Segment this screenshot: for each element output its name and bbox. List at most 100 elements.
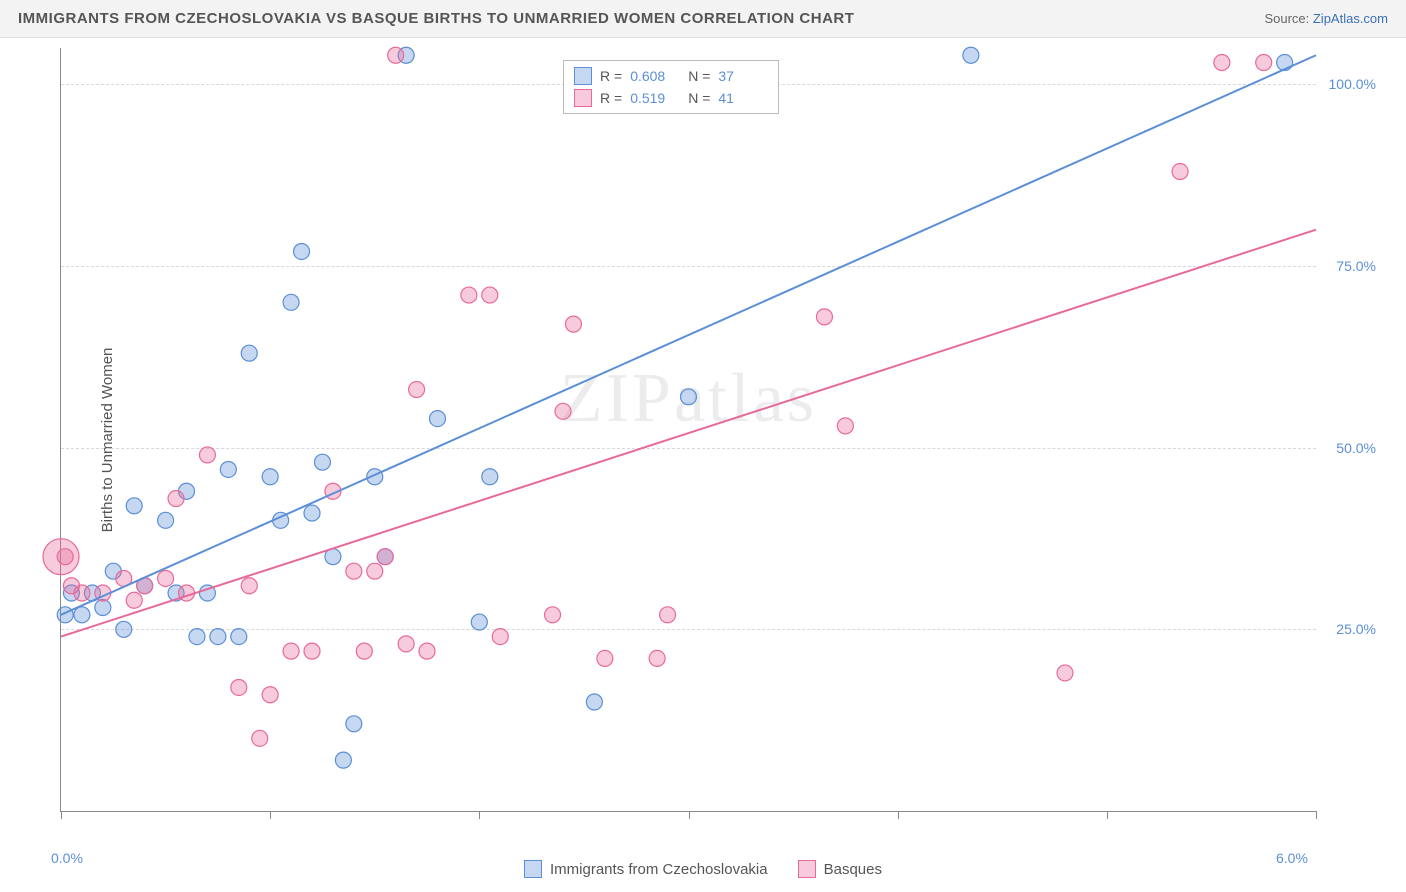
data-point — [816, 309, 832, 325]
data-point — [210, 629, 226, 645]
n-value-basques: 41 — [718, 90, 768, 106]
data-point — [241, 578, 257, 594]
data-point — [158, 570, 174, 586]
y-tick-label: 100.0% — [1329, 76, 1376, 92]
x-tick — [61, 811, 62, 819]
n-label: N = — [688, 90, 710, 106]
swatch-czech — [574, 67, 592, 85]
data-point — [471, 614, 487, 630]
data-point — [283, 643, 299, 659]
data-point — [419, 643, 435, 659]
data-point — [189, 629, 205, 645]
data-point — [304, 505, 320, 521]
regression-line — [61, 230, 1316, 637]
data-point — [1256, 55, 1272, 71]
data-point — [660, 607, 676, 623]
data-point — [545, 607, 561, 623]
r-label: R = — [600, 68, 622, 84]
x-tick — [270, 811, 271, 819]
data-point — [314, 454, 330, 470]
data-point — [231, 629, 247, 645]
r-label: R = — [600, 90, 622, 106]
swatch-basques — [574, 89, 592, 107]
data-point — [335, 752, 351, 768]
r-value-basques: 0.519 — [630, 90, 680, 106]
data-point — [346, 563, 362, 579]
y-tick-label: 75.0% — [1336, 258, 1376, 274]
n-label: N = — [688, 68, 710, 84]
data-point — [377, 549, 393, 565]
data-point — [482, 469, 498, 485]
data-point — [1277, 55, 1293, 71]
data-point — [95, 600, 111, 616]
chart-title: IMMIGRANTS FROM CZECHOSLOVAKIA VS BASQUE… — [18, 10, 854, 27]
data-point — [409, 382, 425, 398]
data-point — [294, 243, 310, 259]
source-link[interactable]: ZipAtlas.com — [1313, 11, 1388, 26]
data-point — [220, 461, 236, 477]
data-point — [346, 716, 362, 732]
data-point — [158, 512, 174, 528]
series-label-basques: Basques — [824, 861, 882, 878]
x-tick — [479, 811, 480, 819]
data-point — [116, 621, 132, 637]
source-credit: Source: ZipAtlas.com — [1264, 11, 1388, 26]
data-point — [304, 643, 320, 659]
data-point — [461, 287, 477, 303]
legend-item-basques: Basques — [798, 860, 882, 878]
data-point — [231, 679, 247, 695]
data-point — [963, 47, 979, 63]
data-point — [57, 549, 73, 565]
data-point — [367, 563, 383, 579]
source-prefix: Source: — [1264, 11, 1312, 26]
data-point — [482, 287, 498, 303]
legend-series: Immigrants from Czechoslovakia Basques — [0, 860, 1406, 878]
data-point — [168, 491, 184, 507]
data-point — [74, 585, 90, 601]
plot-area: ZIPatlas R = 0.608 N = 37 R = 0.519 N = … — [60, 48, 1316, 812]
data-point — [356, 643, 372, 659]
data-point — [398, 636, 414, 652]
data-point — [252, 730, 268, 746]
y-tick-label: 50.0% — [1336, 440, 1376, 456]
data-point — [681, 389, 697, 405]
x-tick — [689, 811, 690, 819]
data-point — [586, 694, 602, 710]
data-point — [1214, 55, 1230, 71]
data-point — [492, 629, 508, 645]
data-point — [241, 345, 257, 361]
data-point — [565, 316, 581, 332]
swatch-czech-icon — [524, 860, 542, 878]
data-point — [57, 607, 73, 623]
r-value-czech: 0.608 — [630, 68, 680, 84]
data-point — [262, 469, 278, 485]
header-bar: IMMIGRANTS FROM CZECHOSLOVAKIA VS BASQUE… — [0, 0, 1406, 38]
legend-row-czech: R = 0.608 N = 37 — [574, 65, 768, 87]
regression-line — [61, 55, 1316, 615]
data-point — [283, 294, 299, 310]
data-point — [837, 418, 853, 434]
data-point — [1172, 164, 1188, 180]
data-point — [430, 411, 446, 427]
plot-wrap: Births to Unmarried Women ZIPatlas R = 0… — [60, 38, 1386, 842]
data-point — [555, 403, 571, 419]
x-tick — [898, 811, 899, 819]
data-point — [597, 650, 613, 666]
legend-correlation: R = 0.608 N = 37 R = 0.519 N = 41 — [563, 60, 779, 114]
data-point — [199, 447, 215, 463]
data-point — [262, 687, 278, 703]
y-tick-label: 25.0% — [1336, 621, 1376, 637]
swatch-basques-icon — [798, 860, 816, 878]
n-value-czech: 37 — [718, 68, 768, 84]
chart-svg — [61, 48, 1316, 811]
x-tick — [1316, 811, 1317, 819]
data-point — [649, 650, 665, 666]
data-point — [388, 47, 404, 63]
data-point — [1057, 665, 1073, 681]
data-point — [74, 607, 90, 623]
data-point — [126, 592, 142, 608]
legend-item-czech: Immigrants from Czechoslovakia — [524, 860, 768, 878]
series-label-czech: Immigrants from Czechoslovakia — [550, 861, 768, 878]
data-point — [126, 498, 142, 514]
legend-row-basques: R = 0.519 N = 41 — [574, 87, 768, 109]
